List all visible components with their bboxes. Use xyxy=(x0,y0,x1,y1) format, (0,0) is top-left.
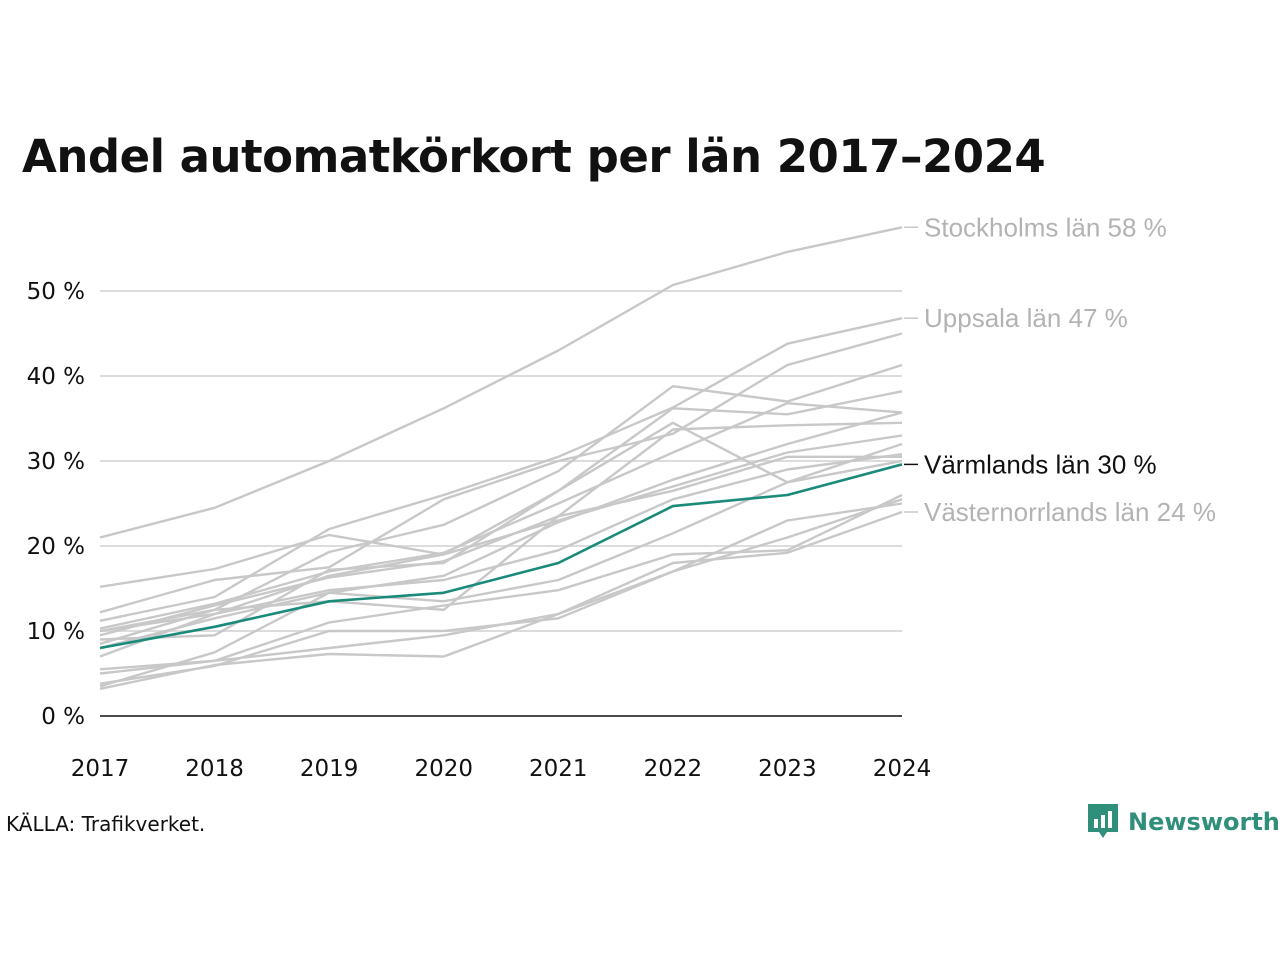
x-tick-label: 2021 xyxy=(529,756,588,782)
series-line xyxy=(99,510,903,690)
series-line xyxy=(99,390,903,588)
y-tick-label: 50 % xyxy=(27,279,85,305)
series-line-highlight xyxy=(99,463,903,650)
y-tick-label: 0 % xyxy=(41,704,85,730)
brand-name: Newsworthy xyxy=(1128,808,1280,836)
y-tick-label: 30 % xyxy=(27,449,85,475)
x-tick-label: 2018 xyxy=(185,756,244,782)
series-line xyxy=(99,421,903,637)
series-line xyxy=(99,455,902,633)
grid-layer xyxy=(100,290,902,717)
series-line xyxy=(99,459,903,688)
newsworthy-logo-icon xyxy=(1088,804,1118,838)
x-axis-ticks: 2017 2018 2019 2020 2021 2022 2023 2024 xyxy=(71,756,932,782)
x-tick-label: 2023 xyxy=(758,756,817,782)
x-tick-label: 2022 xyxy=(644,756,703,782)
series-end-label: Västernorrlands län 24 % xyxy=(924,497,1216,527)
x-tick-label: 2017 xyxy=(71,756,130,782)
series-line xyxy=(99,421,903,641)
series-end-label: Uppsala län 47 % xyxy=(924,303,1128,333)
series-line xyxy=(99,411,903,650)
series-line xyxy=(99,317,903,622)
series-end-label: Stockholms län 58 % xyxy=(924,212,1167,242)
x-tick-label: 2019 xyxy=(300,756,359,782)
series-line xyxy=(99,453,903,658)
brand-logo: Newsworthy xyxy=(1088,804,1280,840)
source-note: KÄLLA: Trafikverket. xyxy=(6,812,206,836)
x-tick-label: 2024 xyxy=(873,756,932,782)
y-tick-label: 20 % xyxy=(27,534,85,560)
series-lines xyxy=(99,226,903,690)
y-tick-label: 40 % xyxy=(27,364,85,390)
line-chart: 0 % 10 % 20 % 30 % 40 % 50 % 2017 2018 2019 2020… xyxy=(27,212,1216,782)
series-line xyxy=(99,332,903,614)
series-line xyxy=(99,226,903,539)
y-axis-ticks: 0 % 10 % 20 % 30 % 40 % 50 % xyxy=(27,279,85,730)
series-end-label: Värmlands län 30 % xyxy=(924,449,1157,479)
series-line xyxy=(99,498,903,685)
series-end-labels: Stockholms län 58 % Uppsala län 47 % Värml… xyxy=(904,212,1216,527)
y-tick-label: 10 % xyxy=(27,619,85,645)
x-tick-label: 2020 xyxy=(414,756,473,782)
series-line xyxy=(99,493,903,675)
chart-title: Andel automatkörkort per län 2017–2024 xyxy=(22,130,1046,183)
